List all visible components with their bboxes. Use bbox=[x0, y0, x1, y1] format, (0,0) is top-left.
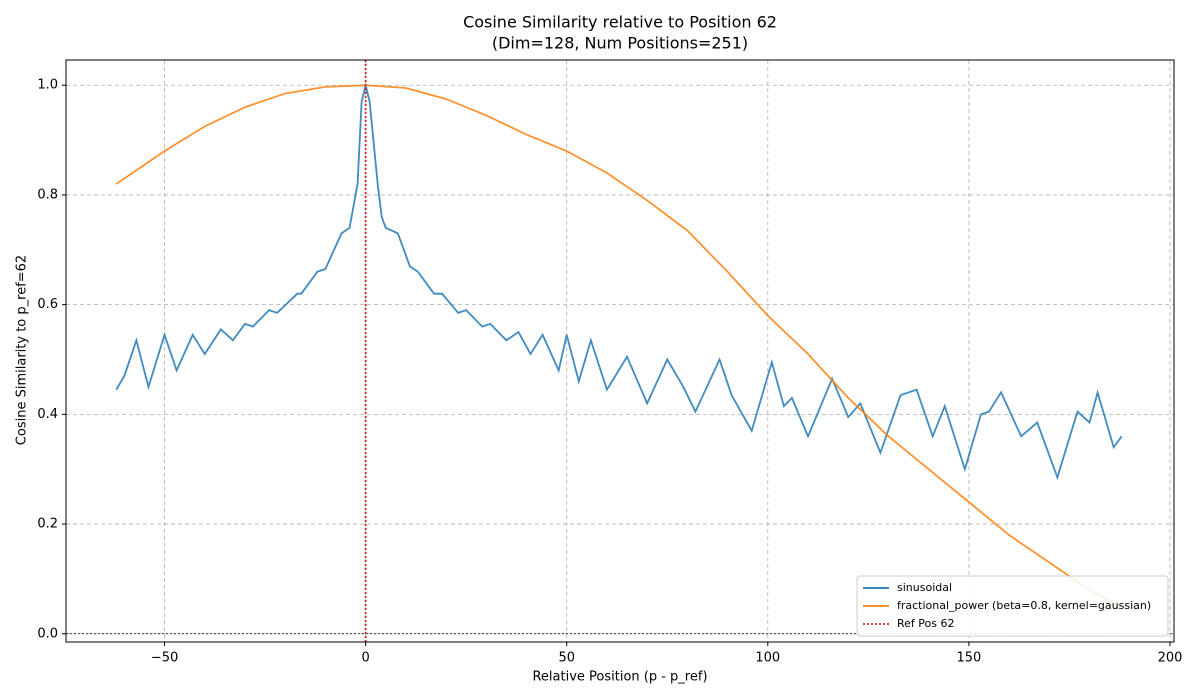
chart-subtitle: (Dim=128, Num Positions=251) bbox=[492, 34, 748, 53]
x-tick-label: −50 bbox=[151, 651, 178, 666]
legend-label: fractional_power (beta=0.8, kernel=gauss… bbox=[897, 599, 1151, 612]
x-tick-label: 50 bbox=[558, 651, 575, 666]
y-tick-label: 0.2 bbox=[37, 517, 58, 532]
y-tick-label: 0.0 bbox=[37, 626, 58, 641]
series-line bbox=[115, 84, 1123, 608]
series-line bbox=[115, 85, 1123, 481]
y-axis-label: Cosine Similarity to p_ref=62 bbox=[15, 255, 30, 445]
legend-label: Ref Pos 62 bbox=[897, 617, 954, 630]
y-tick-label: 0.8 bbox=[37, 187, 58, 202]
x-tick-label: 0 bbox=[361, 651, 369, 666]
legend: sinusoidal fractional_power (beta=0.8, ke… bbox=[856, 575, 1169, 637]
legend-label: sinusoidal bbox=[897, 581, 952, 594]
x-tick-label: 150 bbox=[956, 651, 981, 666]
plot-frame bbox=[65, 59, 1175, 643]
x-tick-label: 100 bbox=[755, 651, 780, 666]
x-tick-label: 200 bbox=[1158, 651, 1183, 666]
y-tick-label: 0.6 bbox=[37, 297, 58, 312]
chart-title: Cosine Similarity relative to Position 6… bbox=[463, 13, 777, 32]
y-tick-label: 0.4 bbox=[37, 407, 58, 422]
x-axis-label: Relative Position (p - p_ref) bbox=[532, 670, 707, 685]
y-tick-label: 1.0 bbox=[37, 78, 58, 93]
legend-box bbox=[856, 575, 1169, 637]
